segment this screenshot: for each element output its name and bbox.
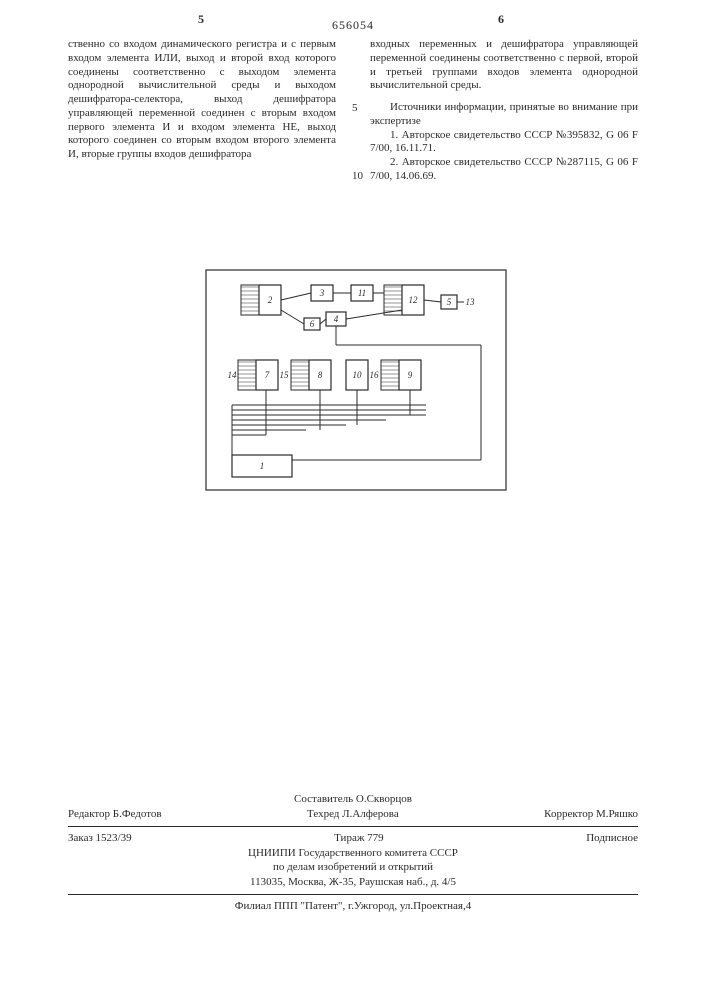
print-row: Заказ 1523/39 Тираж 779 Подписное [68, 831, 638, 846]
right-para1: входных переменных и дешифратора управля… [370, 38, 638, 93]
svg-text:9: 9 [408, 370, 413, 380]
composer: Составитель О.Скворцов [68, 792, 638, 807]
svg-text:16: 16 [370, 370, 380, 380]
svg-text:7: 7 [265, 370, 270, 380]
svg-text:15: 15 [280, 370, 290, 380]
svg-text:1: 1 [260, 461, 265, 471]
tirage: Тираж 779 [334, 831, 384, 846]
diagram-svg: 2 3 11 12 5 4 6 14 7 15 8 10 16 9 13 1 [196, 260, 516, 520]
org-line-2: по делам изобретений и открытий [68, 860, 638, 875]
footer: Составитель О.Скворцов Редактор Б.Федото… [68, 792, 638, 914]
svg-text:8: 8 [318, 370, 323, 380]
order: Заказ 1523/39 [68, 831, 132, 846]
branch: Филиал ППП "Патент", г.Ужгород, ул.Проек… [68, 899, 638, 914]
circuit-diagram: 2 3 11 12 5 4 6 14 7 15 8 10 16 9 13 1 [196, 260, 516, 520]
sources-heading: Источники информации, принятые во вниман… [370, 101, 638, 129]
svg-text:2: 2 [268, 295, 273, 305]
corrector: Корректор М.Ряшко [544, 807, 638, 822]
col-number-5: 5 [198, 12, 204, 27]
source-1: 1. Авторское свидетельство СССР №395832,… [370, 129, 638, 157]
techred: Техред Л.Алферова [307, 807, 399, 822]
subscr: Подписное [586, 831, 638, 846]
left-column: ственно со входом динамического регистра… [68, 38, 336, 162]
svg-text:11: 11 [358, 288, 366, 298]
svg-text:3: 3 [319, 288, 325, 298]
svg-text:10: 10 [353, 370, 363, 380]
credits-row: Редактор Б.Федотов Техред Л.Алферова Кор… [68, 807, 638, 822]
right-column: входных переменных и дешифратора управля… [370, 38, 638, 184]
svg-text:4: 4 [334, 314, 339, 324]
address-1: 113035, Москва, Ж-35, Раушская наб., д. … [68, 875, 638, 890]
editor: Редактор Б.Федотов [68, 807, 162, 822]
col-number-6: 6 [498, 12, 504, 27]
divider-1 [68, 826, 638, 827]
svg-text:14: 14 [228, 370, 238, 380]
svg-text:13: 13 [466, 297, 476, 307]
source-2: 2. Авторское свидетельство СССР №287115,… [370, 156, 638, 184]
divider-2 [68, 894, 638, 895]
line-number-5: 5 [352, 102, 358, 114]
document-number: 656054 [332, 18, 374, 33]
left-column-text: ственно со входом динамического регистра… [68, 38, 336, 160]
page: 5 6 656054 ственно со входом динамическо… [0, 0, 707, 1000]
svg-text:5: 5 [447, 297, 452, 307]
svg-text:12: 12 [409, 295, 419, 305]
line-number-10: 10 [352, 170, 363, 182]
org-line-1: ЦНИИПИ Государственного комитета СССР [68, 846, 638, 861]
svg-text:6: 6 [310, 319, 315, 329]
